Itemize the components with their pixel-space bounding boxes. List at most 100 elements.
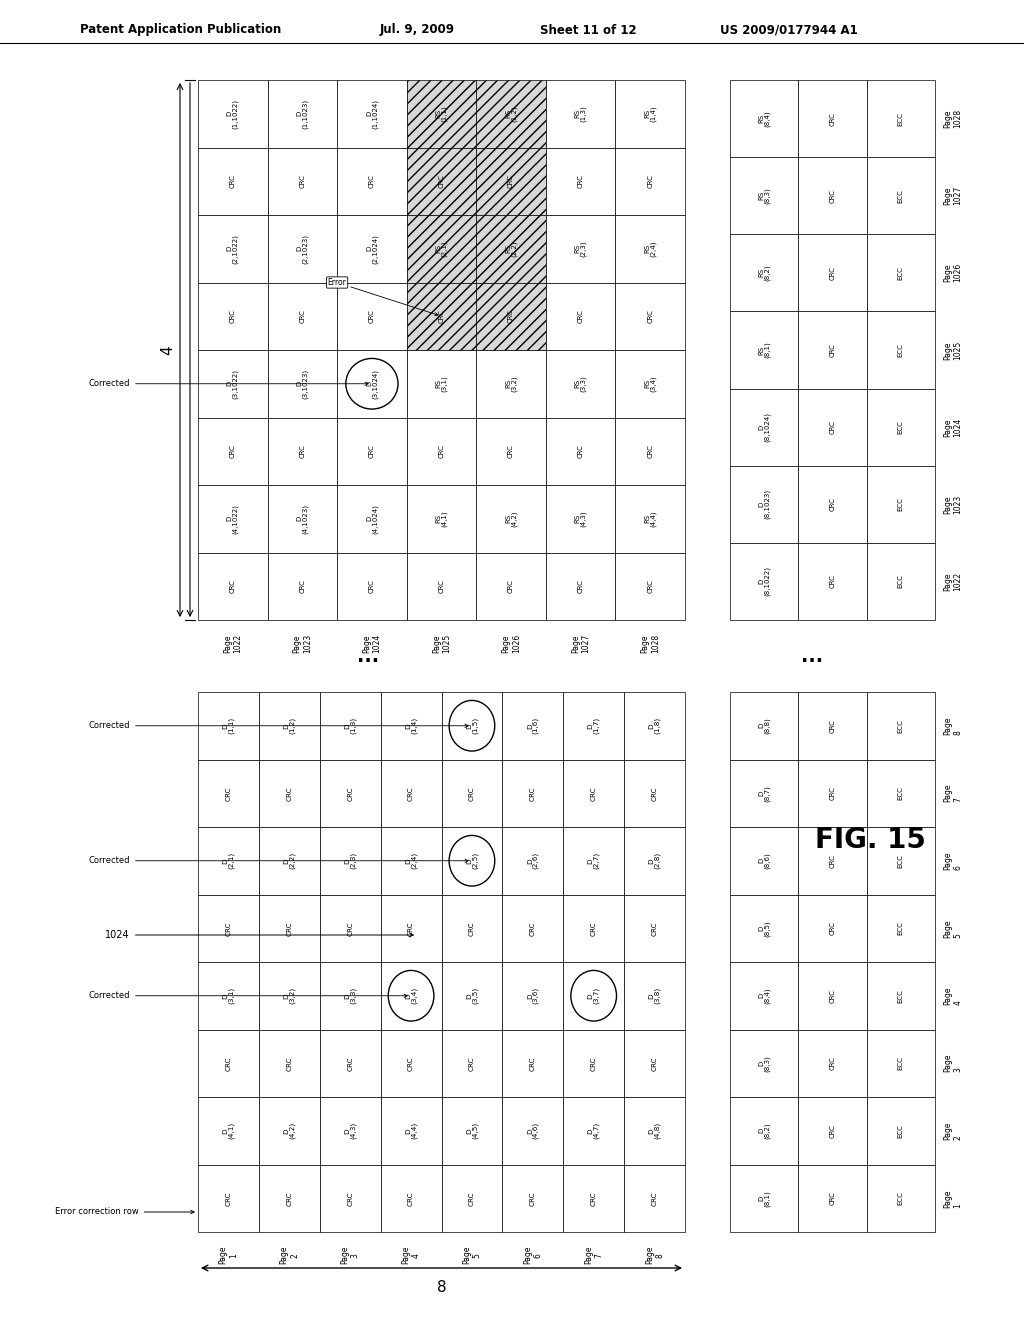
- Bar: [259, 759, 319, 828]
- Text: Page
4: Page 4: [401, 1246, 421, 1265]
- Text: RS
(8,1): RS (8,1): [758, 342, 770, 358]
- Bar: [546, 417, 615, 484]
- Text: Page
1023: Page 1023: [293, 634, 312, 653]
- Bar: [259, 1097, 319, 1164]
- Text: Page
1028: Page 1028: [943, 110, 963, 128]
- Bar: [337, 282, 407, 350]
- Bar: [730, 388, 799, 466]
- Text: 8: 8: [436, 1280, 446, 1295]
- Text: RS
(4,1): RS (4,1): [435, 511, 447, 527]
- Text: D
(4,1022): D (4,1022): [226, 504, 239, 533]
- Text: D
(2,1): D (2,1): [222, 853, 234, 870]
- Bar: [441, 692, 503, 759]
- Bar: [866, 543, 935, 620]
- Text: Page
7: Page 7: [584, 1246, 603, 1265]
- Text: Corrected: Corrected: [88, 857, 468, 865]
- Text: Page
1: Page 1: [943, 1189, 963, 1208]
- Text: CRC: CRC: [529, 921, 536, 936]
- Bar: [198, 1030, 259, 1097]
- Bar: [198, 1097, 259, 1164]
- Bar: [407, 417, 476, 484]
- Bar: [319, 1097, 381, 1164]
- Bar: [799, 692, 866, 759]
- Text: D
(1,4): D (1,4): [406, 717, 417, 734]
- Text: RS
(1,4): RS (1,4): [644, 106, 656, 121]
- Text: CRC: CRC: [225, 921, 231, 936]
- Text: Error: Error: [328, 279, 438, 315]
- Text: D
(1,2): D (1,2): [284, 717, 295, 734]
- Text: D
(4,4): D (4,4): [406, 1122, 417, 1139]
- Text: CRC: CRC: [829, 1192, 836, 1205]
- Text: D
(2,1023): D (2,1023): [296, 234, 308, 264]
- Text: CRC: CRC: [469, 1056, 475, 1071]
- Bar: [319, 895, 381, 962]
- Text: Page
8: Page 8: [645, 1246, 665, 1265]
- Text: D
(3,3): D (3,3): [344, 987, 356, 1005]
- Bar: [546, 553, 615, 620]
- Text: D
(2,1022): D (2,1022): [226, 234, 239, 264]
- Bar: [407, 81, 476, 148]
- Bar: [441, 1030, 503, 1097]
- Bar: [198, 553, 267, 620]
- Text: CRC: CRC: [529, 785, 536, 800]
- Bar: [441, 828, 503, 895]
- Text: CRC: CRC: [225, 785, 231, 800]
- Text: CRC: CRC: [438, 309, 444, 323]
- Bar: [546, 148, 615, 215]
- Text: 4: 4: [161, 346, 175, 355]
- Bar: [503, 1164, 563, 1232]
- Bar: [198, 350, 267, 417]
- Text: ECC: ECC: [898, 498, 904, 511]
- Bar: [198, 148, 267, 215]
- Bar: [799, 234, 866, 312]
- Text: CRC: CRC: [229, 309, 236, 323]
- Bar: [198, 484, 267, 553]
- Bar: [624, 1164, 685, 1232]
- Bar: [799, 759, 866, 828]
- Bar: [337, 417, 407, 484]
- Text: D
(4,1024): D (4,1024): [366, 504, 378, 533]
- Bar: [267, 282, 337, 350]
- Text: D
(4,1): D (4,1): [222, 1122, 234, 1139]
- Bar: [730, 157, 799, 234]
- Bar: [319, 828, 381, 895]
- Text: D
(3,2): D (3,2): [284, 987, 295, 1005]
- Text: D
(3,7): D (3,7): [588, 987, 600, 1005]
- Bar: [866, 81, 935, 157]
- Text: ECC: ECC: [898, 189, 904, 203]
- Bar: [799, 388, 866, 466]
- Text: CRC: CRC: [591, 785, 597, 800]
- Bar: [615, 282, 685, 350]
- Text: CRC: CRC: [829, 719, 836, 733]
- Text: CRC: CRC: [529, 1191, 536, 1205]
- Text: D
(2,8): D (2,8): [648, 853, 660, 870]
- Bar: [267, 484, 337, 553]
- Text: D
(4,7): D (4,7): [588, 1122, 600, 1139]
- Bar: [407, 350, 476, 417]
- Text: CRC: CRC: [369, 309, 375, 323]
- Text: CRC: CRC: [347, 921, 353, 936]
- Bar: [476, 553, 546, 620]
- Text: CRC: CRC: [829, 1123, 836, 1138]
- Text: RS
(3,2): RS (3,2): [505, 375, 517, 392]
- Bar: [407, 484, 476, 553]
- Bar: [730, 759, 799, 828]
- Text: D
(8,1024): D (8,1024): [758, 412, 770, 442]
- Text: CRC: CRC: [438, 579, 444, 593]
- Text: Sheet 11 of 12: Sheet 11 of 12: [540, 24, 637, 37]
- Text: CRC: CRC: [299, 445, 305, 458]
- Bar: [730, 312, 799, 388]
- Bar: [624, 692, 685, 759]
- Text: CRC: CRC: [299, 309, 305, 323]
- Text: Page
7: Page 7: [943, 784, 963, 803]
- Bar: [476, 148, 546, 215]
- Text: CRC: CRC: [225, 1191, 231, 1205]
- Text: ECC: ECC: [898, 719, 904, 733]
- Text: CRC: CRC: [508, 445, 514, 458]
- Bar: [198, 282, 267, 350]
- Bar: [624, 759, 685, 828]
- Bar: [546, 484, 615, 553]
- Bar: [866, 312, 935, 388]
- Text: CRC: CRC: [829, 112, 836, 125]
- Bar: [730, 1164, 799, 1232]
